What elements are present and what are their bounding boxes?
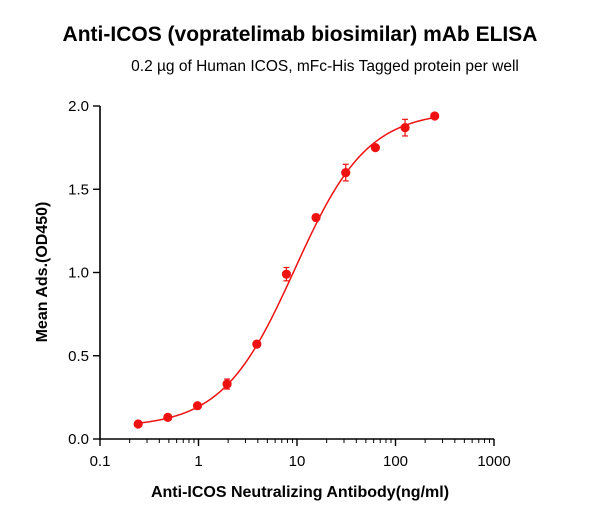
data-point [430,111,440,121]
fit-curve-group [138,116,435,424]
data-point [400,123,410,133]
x-axis-label: Anti-ICOS Neutralizing Antibody(ng/ml) [151,484,449,501]
y-tick-label: 1.5 [68,181,89,198]
y-axis-label: Mean Ads.(OD450) [34,202,51,343]
chart-title: Anti-ICOS (vopratelimab biosimilar) mAb … [63,23,538,46]
data-point [222,379,232,389]
y-tick-label: 1.0 [68,265,89,282]
data-point [163,412,173,422]
x-tick-label: 1000 [477,453,510,470]
data-point [192,401,203,411]
fit-curve [138,116,435,424]
x-tick-label: 10 [289,453,306,470]
x-tick-label: 1 [194,453,202,470]
chart-subtitle: 0.2 µg of Human ICOS, mFc-His Tagged pro… [131,58,519,75]
axes [99,106,494,440]
data-point [311,212,321,223]
y-ticks: 0.0 0.5 1.0 1.5 2.0 [68,98,100,448]
y-tick-label: 0.5 [68,348,89,365]
data-point [281,269,292,279]
data-point [252,339,262,349]
data-point [341,168,351,178]
x-tick-label: 0.1 [90,453,111,470]
data-points [133,111,440,429]
x-ticks: 0.1 1 10 100 1000 [90,439,511,470]
y-tick-label: 2.0 [68,98,89,115]
y-tick-label: 0.0 [68,431,89,448]
data-point [370,143,380,153]
data-point [133,419,143,429]
x-tick-label: 100 [383,453,408,470]
